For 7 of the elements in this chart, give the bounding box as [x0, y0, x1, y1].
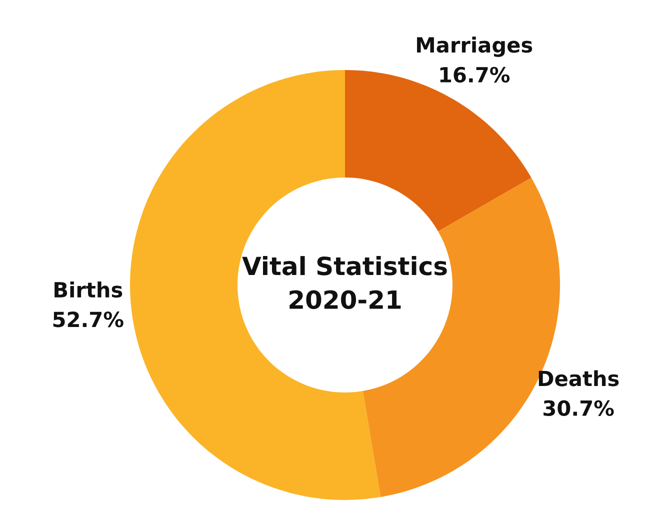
- text: Vital Statistics 2020-21: [242, 256, 447, 310]
- data-label: 30.7%: [544, 400, 614, 416]
- slice-label: Marriages: [417, 36, 532, 57]
- data-label: 52.7%: [53, 312, 124, 328]
- data-label: 16.7%: [440, 66, 510, 83]
- slice-label: Births: [54, 282, 122, 298]
- slice-label: Deaths: [538, 370, 619, 386]
